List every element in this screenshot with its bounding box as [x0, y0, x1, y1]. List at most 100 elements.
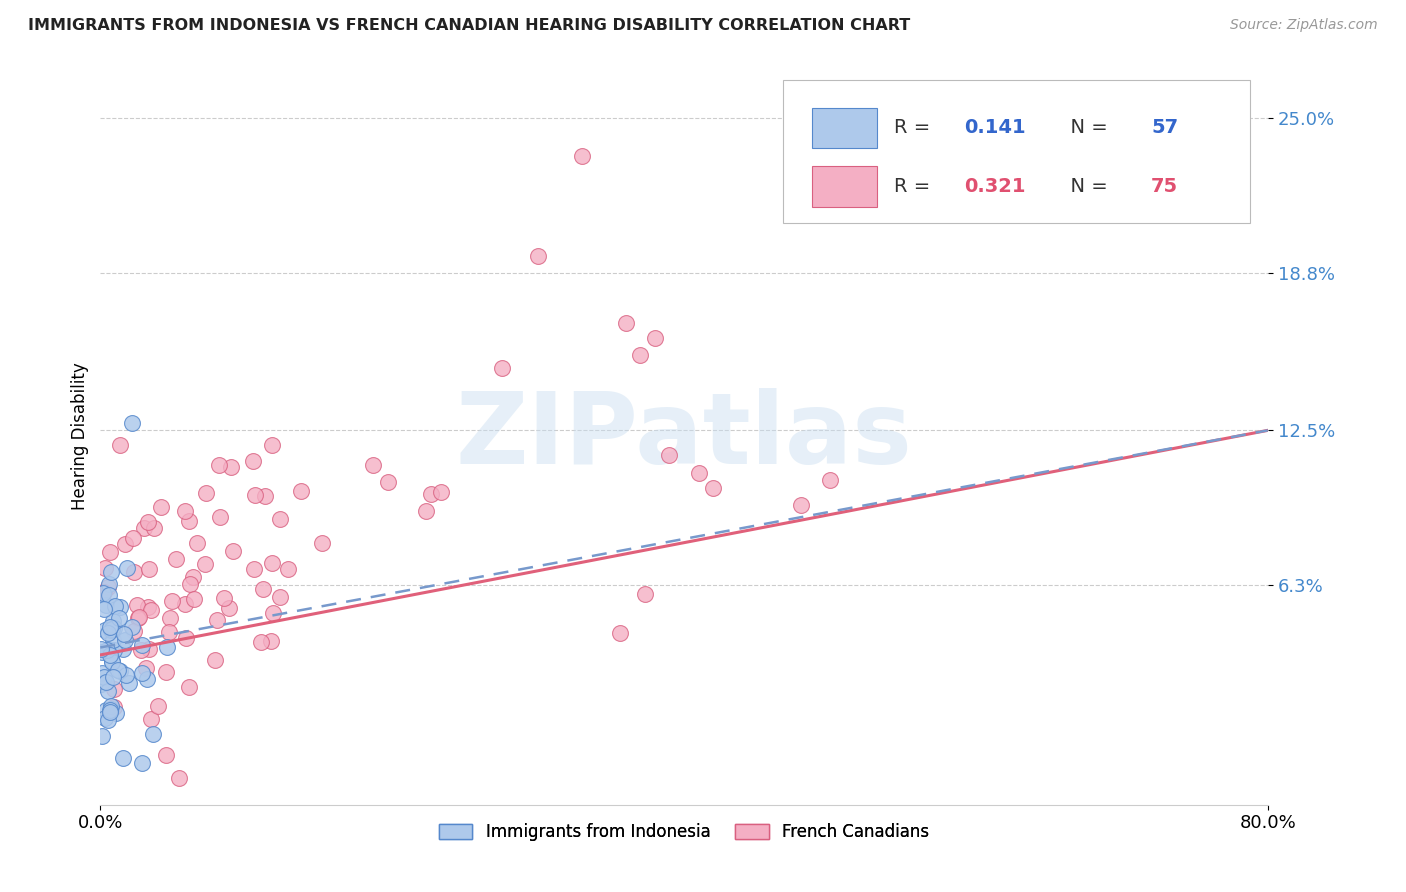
- Point: [131, 638, 153, 652]
- Point: [633, 586, 655, 600]
- Point: [179, 577, 201, 591]
- Point: [93, 585, 115, 599]
- Point: [111, 641, 134, 656]
- Point: [429, 485, 451, 500]
- Point: [100, 623, 122, 637]
- Point: [98, 703, 121, 717]
- Point: [94, 675, 117, 690]
- Point: [260, 557, 283, 571]
- Point: [115, 561, 138, 575]
- Point: [111, 751, 134, 765]
- Point: [183, 591, 205, 606]
- Point: [129, 642, 152, 657]
- Point: [609, 625, 631, 640]
- Point: [688, 466, 710, 480]
- Point: [252, 582, 274, 597]
- Point: [269, 512, 291, 526]
- Point: [107, 663, 129, 677]
- Point: [100, 701, 122, 715]
- Point: [136, 599, 159, 614]
- Point: [104, 599, 127, 613]
- Text: 57: 57: [1152, 118, 1178, 136]
- Point: [90, 642, 112, 657]
- Point: [628, 349, 651, 363]
- Text: IMMIGRANTS FROM INDONESIA VS FRENCH CANADIAN HEARING DISABILITY CORRELATION CHAR: IMMIGRANTS FROM INDONESIA VS FRENCH CANA…: [28, 18, 910, 33]
- Point: [98, 648, 121, 662]
- Point: [491, 360, 513, 375]
- Text: R =: R =: [894, 177, 936, 196]
- Point: [260, 634, 283, 648]
- Point: [103, 633, 125, 648]
- Point: [103, 621, 125, 635]
- FancyBboxPatch shape: [813, 167, 877, 207]
- Point: [260, 438, 283, 452]
- Point: [243, 487, 266, 501]
- FancyBboxPatch shape: [813, 108, 877, 148]
- Point: [114, 632, 136, 647]
- Point: [311, 536, 333, 550]
- Point: [131, 756, 153, 770]
- Point: [177, 680, 200, 694]
- Point: [90, 665, 112, 680]
- Point: [96, 702, 118, 716]
- Point: [122, 565, 145, 579]
- Point: [214, 591, 236, 606]
- Point: [253, 489, 276, 503]
- Point: [100, 565, 122, 579]
- Point: [166, 552, 188, 566]
- Point: [205, 613, 228, 627]
- Point: [135, 660, 157, 674]
- Point: [420, 487, 443, 501]
- Point: [105, 706, 128, 721]
- Point: [103, 642, 125, 657]
- Point: [98, 545, 121, 559]
- Point: [110, 664, 132, 678]
- Point: [155, 747, 177, 762]
- Point: [136, 515, 159, 529]
- Point: [157, 625, 180, 640]
- Point: [222, 544, 245, 558]
- Point: [91, 586, 114, 600]
- Point: [139, 713, 162, 727]
- Text: 0.321: 0.321: [965, 177, 1026, 196]
- Point: [97, 587, 120, 601]
- Point: [103, 700, 125, 714]
- Point: [142, 727, 165, 741]
- Point: [142, 521, 165, 535]
- Point: [93, 670, 115, 684]
- Point: [94, 623, 117, 637]
- Point: [277, 562, 299, 576]
- Point: [138, 562, 160, 576]
- Point: [101, 654, 124, 668]
- Point: [97, 684, 120, 698]
- Text: N =: N =: [1057, 118, 1114, 136]
- Point: [100, 699, 122, 714]
- Point: [93, 711, 115, 725]
- Point: [96, 643, 118, 657]
- Text: N =: N =: [1057, 177, 1114, 196]
- Point: [361, 458, 384, 472]
- Point: [93, 602, 115, 616]
- Point: [571, 149, 593, 163]
- Point: [527, 249, 550, 263]
- Point: [186, 536, 208, 550]
- Point: [179, 515, 201, 529]
- Point: [159, 611, 181, 625]
- Point: [108, 611, 131, 625]
- Point: [100, 655, 122, 669]
- Point: [97, 713, 120, 727]
- Point: [90, 645, 112, 659]
- Point: [194, 557, 217, 571]
- Point: [118, 676, 141, 690]
- Point: [702, 481, 724, 495]
- Point: [134, 521, 156, 535]
- Point: [98, 705, 121, 719]
- Point: [97, 577, 120, 591]
- Text: 75: 75: [1152, 177, 1178, 196]
- Point: [112, 627, 135, 641]
- Point: [138, 642, 160, 657]
- Point: [262, 607, 284, 621]
- Point: [269, 591, 291, 605]
- Point: [131, 665, 153, 680]
- Point: [114, 537, 136, 551]
